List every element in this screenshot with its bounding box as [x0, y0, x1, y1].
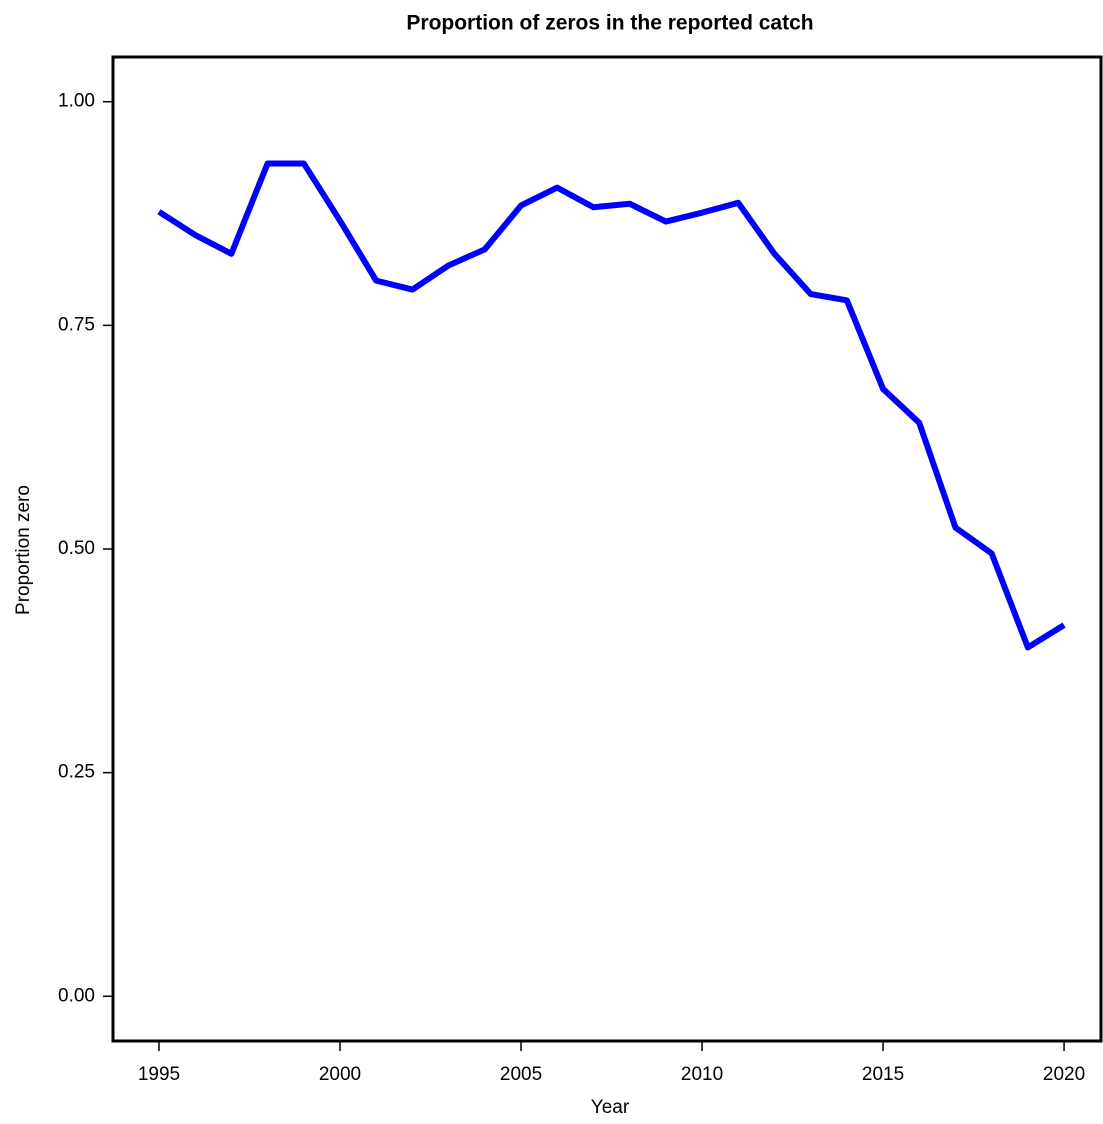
- x-tick-label: 2005: [500, 1064, 542, 1085]
- x-tick-label: 2015: [862, 1064, 904, 1085]
- x-tick-label: 2000: [319, 1064, 361, 1085]
- chart-title: Proportion of zeros in the reported catc…: [406, 12, 813, 35]
- y-tick-label: 0.25: [58, 762, 95, 783]
- x-tick-label: 2010: [681, 1064, 723, 1085]
- y-tick-label: 0.00: [58, 985, 95, 1006]
- y-tick-label: 0.50: [58, 538, 95, 559]
- y-tick-label: 1.00: [58, 91, 95, 112]
- x-axis-label: Year: [591, 1097, 630, 1118]
- y-tick-label: 0.75: [58, 314, 95, 335]
- x-tick-label: 1995: [138, 1064, 180, 1085]
- x-tick-label: 2020: [1043, 1064, 1085, 1085]
- y-axis-label: Proportion zero: [13, 485, 34, 615]
- data-line: [157, 160, 1066, 651]
